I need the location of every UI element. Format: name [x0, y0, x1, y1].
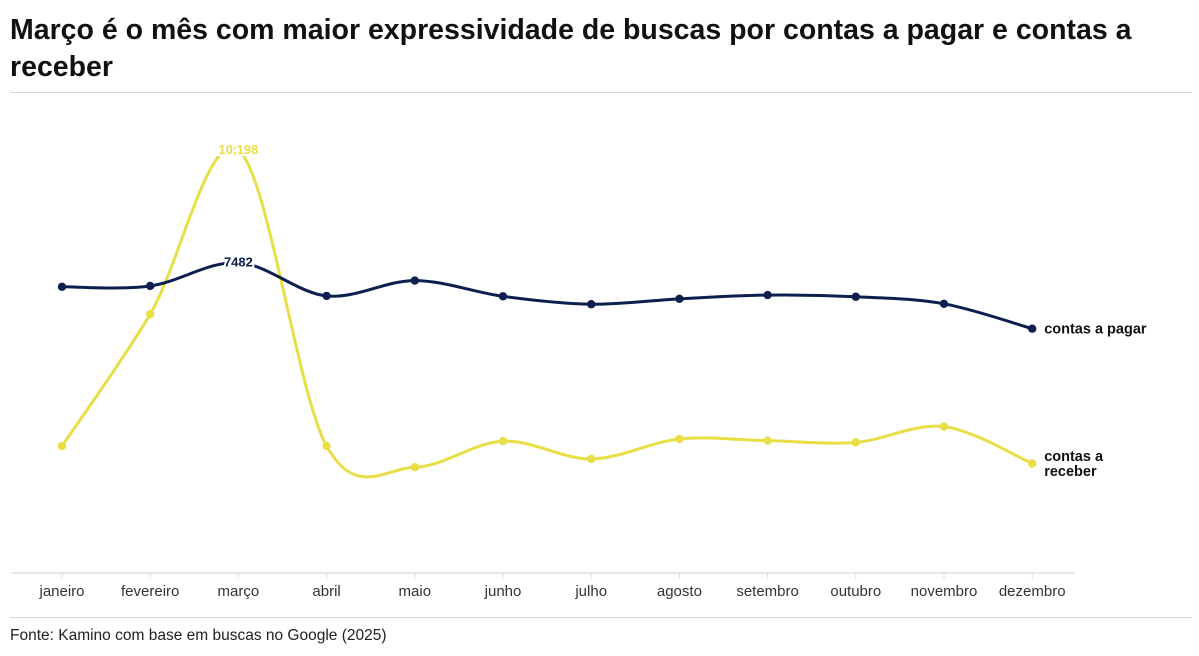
- point-contas-a-pagar-0: [57, 282, 67, 291]
- series-label-contas-a-pagar: contas a pagar: [1044, 322, 1147, 338]
- point-contas-a-receber-1: [146, 309, 155, 319]
- point-contas-a-pagar-7: [675, 294, 684, 304]
- series-line-contas-a-receber: [60, 146, 1034, 479]
- point-contas-a-receber-2: [234, 145, 243, 155]
- x-tick-label-4: maio: [399, 583, 432, 600]
- point-contas-a-receber-11: [1028, 459, 1037, 468]
- data-label-contas-a-receber-2: 10,198: [219, 142, 259, 157]
- point-contas-a-receber-10: [939, 422, 949, 431]
- x-tick-label-8: setembro: [736, 583, 799, 600]
- point-contas-a-pagar-4: [410, 276, 419, 285]
- point-contas-a-pagar-5: [498, 292, 508, 301]
- point-contas-a-pagar-6: [587, 300, 596, 309]
- chart-title: Março é o mês com maior expressividade d…: [10, 14, 1132, 83]
- point-contas-a-pagar-3: [322, 291, 331, 301]
- source-note: Fonte: Kamino com base em buscas no Goog…: [10, 627, 387, 644]
- x-tick-label-3: abril: [312, 583, 340, 600]
- point-contas-a-receber-6: [587, 454, 596, 464]
- point-contas-a-receber-8: [763, 436, 772, 445]
- point-contas-a-receber-0: [57, 441, 67, 451]
- title-divider: [10, 92, 1192, 93]
- x-tick-label-2: março: [218, 583, 260, 600]
- point-contas-a-pagar-9: [851, 292, 860, 301]
- point-contas-a-pagar-11: [1028, 324, 1037, 333]
- point-contas-a-pagar-1: [146, 281, 155, 291]
- line-chart: janeiro fevereiro março abril maio junho julho…: [12, 140, 1147, 600]
- x-tick-label-1: fevereiro: [121, 583, 179, 600]
- x-tick-label-0: janeiro: [38, 583, 84, 600]
- footer-divider: [10, 617, 1192, 618]
- point-contas-a-pagar-8: [763, 290, 772, 300]
- x-tick-label-7: agosto: [657, 583, 702, 600]
- series-label-contas-a-receber: contas a receber: [1044, 449, 1104, 480]
- point-contas-a-pagar-10: [939, 299, 949, 309]
- point-contas-a-receber-4: [410, 463, 419, 472]
- point-contas-a-receber-3: [322, 441, 331, 451]
- data-label-contas-a-pagar-2: 7482: [224, 255, 253, 270]
- x-tick-label-5: junho: [484, 583, 522, 600]
- x-tick-label-11: dezembro: [999, 583, 1066, 600]
- x-tick-label-6: julho: [574, 583, 607, 600]
- x-tick-label-9: outubro: [830, 583, 881, 600]
- point-contas-a-receber-9: [851, 438, 860, 447]
- point-contas-a-receber-7: [675, 434, 684, 444]
- point-contas-a-receber-5: [498, 436, 508, 446]
- point-contas-a-pagar-2: [234, 258, 243, 267]
- series-line-contas-a-pagar: [60, 261, 1034, 331]
- x-tick-label-10: novembro: [911, 583, 978, 600]
